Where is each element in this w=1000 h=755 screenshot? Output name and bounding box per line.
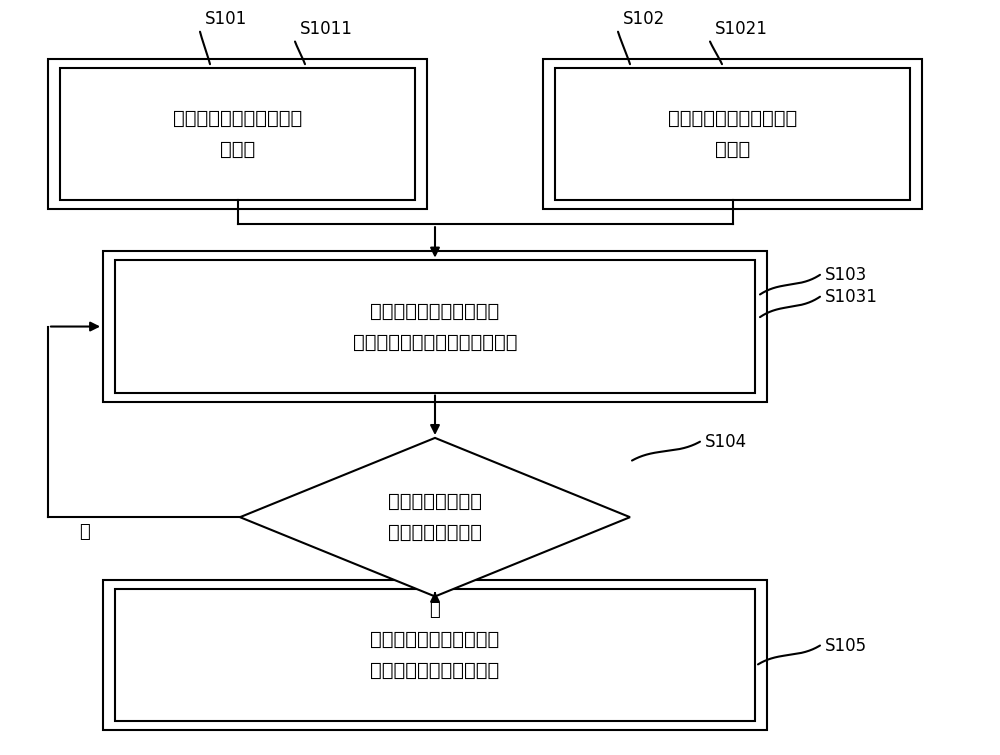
Text: 判断差值是否大于
或等于第一预设值: 判断差值是否大于 或等于第一预设值	[388, 492, 482, 542]
Text: S1011: S1011	[300, 20, 353, 38]
Text: 否: 否	[80, 523, 90, 541]
Text: 获取车辆的实际减速度的
平均值: 获取车辆的实际减速度的 平均值	[668, 109, 797, 159]
Polygon shape	[240, 438, 630, 596]
Bar	[103, 251, 767, 402]
Bar	[115, 260, 755, 393]
Text: 计算目标减速度的平均值
与实际减速度平均值之间的差值: 计算目标减速度的平均值 与实际减速度平均值之间的差值	[353, 301, 517, 352]
Text: S1031: S1031	[825, 288, 878, 306]
Text: 是: 是	[430, 601, 440, 619]
Bar	[115, 589, 755, 721]
Text: 电动助力制动系统故障，
发送报警信息至整车仪表: 电动助力制动系统故障， 发送报警信息至整车仪表	[370, 630, 500, 680]
Text: S105: S105	[825, 636, 867, 655]
Bar	[555, 68, 910, 200]
Text: S102: S102	[623, 10, 665, 28]
Bar	[103, 580, 767, 730]
Text: S104: S104	[705, 433, 747, 451]
Text: S101: S101	[205, 10, 247, 28]
Bar	[543, 59, 922, 209]
Text: 获取车辆的目标减速度的
平均值: 获取车辆的目标减速度的 平均值	[173, 109, 302, 159]
Bar	[60, 68, 415, 200]
Text: S1021: S1021	[715, 20, 768, 38]
Text: S103: S103	[825, 266, 867, 284]
Bar	[48, 59, 427, 209]
